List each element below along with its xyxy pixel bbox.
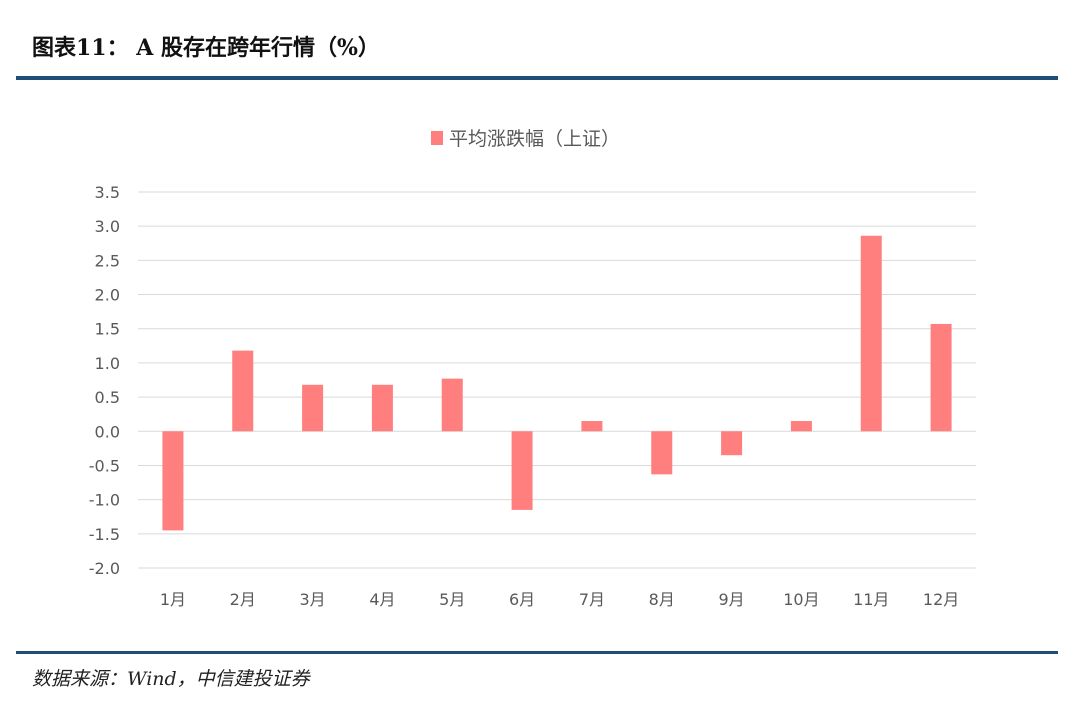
x-tick-label: 7月 <box>579 590 605 609</box>
y-tick-label: 0.0 <box>95 422 120 441</box>
y-tick-label: 1.5 <box>95 320 120 339</box>
x-tick-label: 8月 <box>649 590 675 609</box>
bar-2 <box>232 350 254 432</box>
x-tick-label: 10月 <box>783 590 819 609</box>
bar-4 <box>371 384 393 432</box>
x-tick-label: 1月 <box>160 590 186 609</box>
x-tick-label: 6月 <box>509 590 535 609</box>
y-tick-label: 0.5 <box>95 388 120 407</box>
legend: 平均涨跌幅（上证） <box>431 128 620 150</box>
bar-8 <box>651 431 673 475</box>
chart-panel: 3.5 3.0 2.5 2.0 1.5 1.0 0.5 0.0 -0.5 -1.0 -1.5 -2.0… <box>60 100 1020 630</box>
data-source-note: 数据来源：Wind，中信建投证券 <box>32 668 310 690</box>
x-tick-label: 12月 <box>923 590 959 609</box>
bar-3 <box>302 384 324 432</box>
bar-chart: 3.5 3.0 2.5 2.0 1.5 1.0 0.5 0.0 -0.5 -1.0 -1.5 -2.0… <box>89 128 976 609</box>
y-tick-label: -0.5 <box>89 456 120 475</box>
bar-6 <box>511 431 533 510</box>
x-tick-label: 2月 <box>230 590 256 609</box>
y-tick-label: -1.5 <box>89 525 120 544</box>
x-axis-ticks: 1月 2月 3月 4月 5月 6月 7月 8月 9月 10月 11月 12月 <box>160 590 959 609</box>
y-tick-label: 3.0 <box>95 217 120 236</box>
y-tick-label: 1.0 <box>95 354 120 373</box>
bar-12 <box>930 323 952 432</box>
bar-10 <box>790 421 812 432</box>
x-tick-label: 4月 <box>369 590 395 609</box>
x-tick-label: 9月 <box>718 590 744 609</box>
y-tick-label: -2.0 <box>89 559 120 578</box>
y-axis-ticks: 3.5 3.0 2.5 2.0 1.5 1.0 0.5 0.0 -0.5 -1.0 -1.5 -2.0 <box>89 183 120 578</box>
bar-1 <box>162 431 184 531</box>
y-tick-label: 2.5 <box>95 251 120 270</box>
bar-7 <box>581 421 603 432</box>
x-tick-label: 11月 <box>853 590 889 609</box>
bar-9 <box>721 431 743 456</box>
x-tick-label: 5月 <box>439 590 465 609</box>
legend-label-average-change: 平均涨跌幅（上证） <box>449 128 620 150</box>
gridlines <box>138 191 976 569</box>
x-tick-label: 3月 <box>299 590 325 609</box>
y-tick-label: 3.5 <box>95 183 120 202</box>
legend-swatch <box>431 131 443 145</box>
figure-title: 图表11： A 股存在跨年行情（%） <box>32 35 380 61</box>
bar-5 <box>441 378 463 432</box>
bottom-rule <box>16 651 1058 654</box>
top-rule <box>16 76 1058 80</box>
bars <box>162 235 952 531</box>
bar-11 <box>860 235 882 432</box>
y-tick-label: 2.0 <box>95 286 120 305</box>
y-tick-label: -1.0 <box>89 491 120 510</box>
